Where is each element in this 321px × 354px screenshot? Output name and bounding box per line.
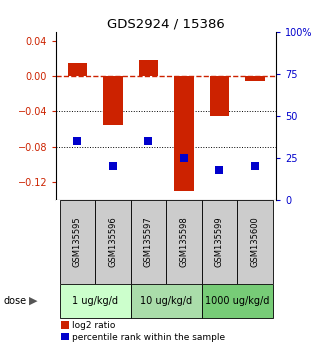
Text: GSM135600: GSM135600: [250, 217, 259, 267]
Text: GSM135598: GSM135598: [179, 217, 188, 267]
Text: ▶: ▶: [29, 296, 37, 306]
Point: [181, 155, 187, 161]
Bar: [210, 76, 229, 116]
Title: GDS2924 / 15386: GDS2924 / 15386: [107, 18, 225, 31]
Text: 1 ug/kg/d: 1 ug/kg/d: [72, 296, 118, 306]
Bar: [237, 200, 273, 284]
Text: GSM135595: GSM135595: [73, 217, 82, 267]
Bar: [202, 284, 273, 318]
Point: [217, 167, 222, 172]
Bar: [95, 200, 131, 284]
Bar: [139, 60, 158, 76]
Bar: [103, 76, 123, 125]
Bar: [245, 76, 265, 80]
Bar: [166, 200, 202, 284]
Text: dose: dose: [3, 296, 26, 306]
Bar: [131, 200, 166, 284]
Text: 10 ug/kg/d: 10 ug/kg/d: [140, 296, 192, 306]
Bar: [60, 284, 131, 318]
Bar: [202, 200, 237, 284]
Legend: log2 ratio, percentile rank within the sample: log2 ratio, percentile rank within the s…: [61, 321, 226, 342]
Point: [110, 164, 116, 169]
Bar: [131, 284, 202, 318]
Text: 1000 ug/kg/d: 1000 ug/kg/d: [205, 296, 269, 306]
Bar: [60, 200, 95, 284]
Text: GSM135596: GSM135596: [108, 217, 117, 267]
Point: [75, 138, 80, 144]
Point: [252, 164, 257, 169]
Text: GSM135597: GSM135597: [144, 217, 153, 267]
Text: GSM135599: GSM135599: [215, 217, 224, 267]
Bar: [68, 63, 87, 76]
Point: [146, 138, 151, 144]
Bar: [174, 76, 194, 191]
